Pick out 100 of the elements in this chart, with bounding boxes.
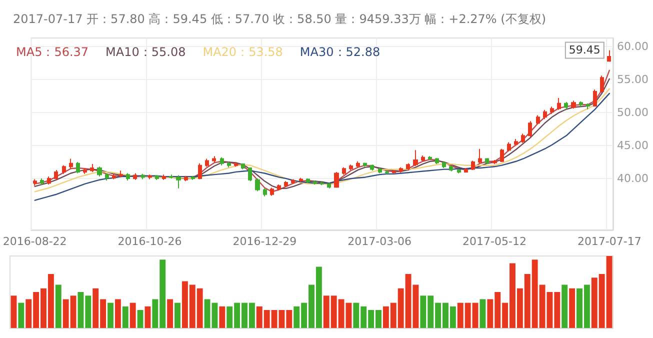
candlestick (478, 148, 482, 164)
bar (174, 302, 180, 328)
bar (562, 284, 568, 328)
bar (122, 306, 128, 328)
candlestick (413, 150, 418, 166)
candlestick (255, 178, 260, 192)
y-tick-label: 60.00 (617, 40, 648, 54)
chart-title: 2017-07-17 开：57.80 高：59.45 低：57.70 收：58.50 量：9459.33万 幅：+2.27% (不复权) (13, 12, 546, 26)
candlestick (528, 120, 532, 138)
candlestick (349, 164, 353, 170)
bar (144, 306, 151, 328)
candlestick (550, 106, 554, 114)
candlestick (119, 170, 123, 178)
candlestick (421, 154, 425, 162)
bar (480, 299, 486, 328)
bar (569, 288, 576, 328)
candlestick (514, 138, 518, 146)
candlestick (306, 178, 310, 184)
candlestick (342, 166, 346, 176)
candlestick (492, 160, 497, 165)
bar (167, 299, 174, 328)
candlestick (162, 174, 166, 180)
candlestick (579, 100, 583, 108)
candlestick (586, 102, 590, 110)
candlestick (141, 173, 145, 180)
x-tick-label: 2017-07-17 (577, 235, 642, 248)
candlestick (442, 162, 446, 168)
candlestick (543, 109, 547, 120)
text: MA20：53.58 (202, 45, 283, 59)
candlestick (169, 174, 173, 180)
candlestick (471, 160, 475, 170)
candlestick (212, 156, 216, 164)
y-tick-label: 40.00 (617, 172, 648, 186)
candlestick (205, 158, 209, 168)
candlestick (83, 167, 87, 174)
candlestick (198, 162, 202, 180)
candlestick (320, 181, 324, 186)
candlestick (291, 178, 295, 184)
candlestick (464, 167, 468, 174)
candlestick (90, 164, 94, 172)
candlestick (313, 180, 317, 185)
candlestick (500, 148, 504, 163)
candlestick (428, 156, 432, 161)
candlestick (184, 175, 188, 182)
candlestick (191, 175, 195, 180)
candlestick (69, 158, 73, 170)
candlestick (248, 166, 252, 182)
candlestick (299, 177, 303, 182)
candlestick (406, 162, 410, 170)
candlestick (112, 173, 116, 180)
text: MA30：52.88 (300, 45, 380, 59)
candlestick (356, 160, 360, 168)
candlestick (607, 50, 611, 62)
text: MA10：55.08 (106, 45, 186, 59)
candlestick (571, 100, 576, 110)
candlestick (126, 172, 130, 182)
y-tick-label: 55.00 (617, 73, 648, 86)
candlestick (241, 162, 245, 170)
bar (137, 310, 144, 328)
bar (18, 302, 24, 328)
candlestick (155, 174, 159, 180)
candlestick (54, 169, 58, 180)
candlestick (33, 178, 37, 186)
candlestick (363, 162, 367, 168)
candlestick (334, 171, 339, 188)
candlestick (47, 176, 51, 185)
candlestick (435, 158, 439, 165)
candlestick (133, 172, 137, 180)
x-tick-label: 2016-08-22 (2, 235, 67, 248)
candlestick (399, 166, 403, 174)
candlestick (76, 162, 80, 174)
candlestick (485, 158, 489, 165)
candlestick (564, 102, 568, 110)
bar (55, 284, 62, 328)
candlestick (263, 188, 267, 197)
candlestick (600, 75, 604, 94)
bar (10, 296, 17, 328)
candlestick (148, 174, 152, 180)
candlestick (105, 172, 109, 182)
candlestick (327, 182, 331, 189)
candlestick (557, 98, 561, 110)
candlestick (227, 162, 231, 168)
candlestick (40, 178, 44, 186)
candlestick (507, 142, 511, 152)
bar (219, 306, 226, 328)
candlestick (62, 164, 66, 174)
candlestick (220, 156, 224, 166)
candlestick (457, 168, 461, 174)
candlestick (385, 169, 389, 174)
candlestick (449, 166, 453, 172)
bar (130, 302, 136, 328)
y-tick-label: 50.00 (617, 106, 648, 120)
annotation: 59.45 (568, 44, 600, 57)
candlestick (370, 164, 374, 172)
x-tick-label: 2016-12-29 (232, 235, 297, 248)
bar (108, 302, 114, 328)
candlestick (521, 133, 525, 144)
candlestick (97, 166, 102, 178)
x-tick-label: 2017-03-06 (348, 235, 412, 248)
x-tick-label: 2017-05-12 (462, 235, 526, 248)
